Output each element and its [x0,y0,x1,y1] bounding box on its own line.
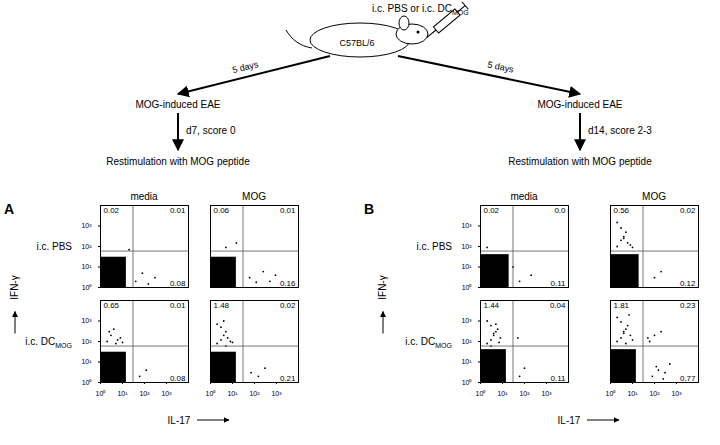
svg-text:1.48: 1.48 [214,301,230,310]
svg-text:10¹: 10¹ [461,263,472,270]
svg-text:10¹: 10¹ [81,358,92,365]
svg-text:d14, score 2-3: d14, score 2-3 [588,125,652,136]
svg-text:10³: 10³ [81,317,92,324]
svg-text:10²: 10² [81,338,92,345]
svg-text:IFN-γ: IFN-γ [377,275,388,299]
svg-text:IL-17: IL-17 [558,415,581,426]
svg-text:10⁰: 10⁰ [82,379,93,386]
svg-text:MOG: MOG [242,191,266,202]
svg-text:MOG-induced EAE: MOG-induced EAE [135,99,220,110]
svg-text:Restimulation with MOG peptide: Restimulation with MOG peptide [508,156,652,167]
svg-text:0.11: 0.11 [551,279,567,288]
svg-text:10⁰: 10⁰ [476,390,487,397]
svg-text:A: A [4,201,14,217]
svg-text:0.02: 0.02 [104,206,120,215]
svg-text:1.44: 1.44 [484,301,500,310]
svg-text:10²: 10² [461,243,472,250]
svg-text:10⁰: 10⁰ [606,390,617,397]
svg-text:0.77: 0.77 [680,374,696,383]
svg-text:0.08: 0.08 [170,374,186,383]
svg-text:10²: 10² [461,338,472,345]
svg-text:IL-17: IL-17 [168,415,191,426]
svg-text:10³: 10³ [81,222,92,229]
svg-text:media: media [510,191,538,202]
svg-text:10¹: 10¹ [461,358,472,365]
svg-text:d7, score 0: d7, score 0 [186,125,236,136]
svg-text:5 days: 5 days [487,59,516,74]
svg-text:MOG-induced EAE: MOG-induced EAE [537,99,622,110]
svg-text:10²: 10² [649,390,660,397]
svg-text:10²: 10² [249,390,260,397]
svg-text:10⁰: 10⁰ [96,390,107,397]
svg-text:0.0: 0.0 [554,206,566,215]
svg-text:10³: 10³ [671,390,682,397]
svg-text:0.01: 0.01 [170,206,186,215]
svg-text:0.06: 0.06 [214,206,230,215]
svg-text:0.02: 0.02 [484,206,500,215]
svg-text:0.04: 0.04 [550,301,566,310]
svg-text:0.02: 0.02 [680,206,696,215]
svg-text:10⁰: 10⁰ [82,284,93,291]
svg-text:i.c. DCMOG: i.c. DCMOG [405,336,452,349]
svg-text:10²: 10² [139,390,150,397]
svg-text:10²: 10² [81,243,92,250]
svg-text:10¹: 10¹ [227,390,238,397]
svg-text:10¹: 10¹ [497,390,508,397]
svg-text:0.65: 0.65 [104,301,120,310]
svg-text:0.12: 0.12 [680,279,696,288]
svg-text:i.c. PBS: i.c. PBS [36,241,72,252]
svg-text:0.11: 0.11 [551,374,567,383]
svg-text:5 days: 5 days [231,59,260,75]
svg-text:0.08: 0.08 [170,279,186,288]
svg-text:MOG: MOG [642,191,666,202]
svg-text:B: B [364,201,374,217]
svg-text:10⁰: 10⁰ [462,284,473,291]
svg-text:10¹: 10¹ [117,390,128,397]
svg-text:10³: 10³ [461,222,472,229]
svg-text:Restimulation with MOG peptide: Restimulation with MOG peptide [106,156,250,167]
svg-text:1.81: 1.81 [614,301,630,310]
svg-text:0.21: 0.21 [280,374,296,383]
svg-text:10¹: 10¹ [81,263,92,270]
svg-text:10³: 10³ [541,390,552,397]
svg-text:10⁰: 10⁰ [206,390,217,397]
svg-text:i.c. DCMOG: i.c. DCMOG [25,336,72,349]
svg-text:0.23: 0.23 [680,301,696,310]
svg-text:0.01: 0.01 [170,301,186,310]
svg-text:i.c. PBS or i.c. DCMOG: i.c. PBS or i.c. DCMOG [372,3,469,16]
svg-text:IFN-γ: IFN-γ [9,275,20,299]
svg-text:10¹: 10¹ [627,390,638,397]
svg-text:0.56: 0.56 [614,206,630,215]
svg-text:10³: 10³ [271,390,282,397]
svg-text:10⁰: 10⁰ [462,379,473,386]
svg-text:C57BL/6: C57BL/6 [339,38,374,48]
svg-text:media: media [130,191,158,202]
svg-text:i.c. PBS: i.c. PBS [416,241,452,252]
svg-text:10³: 10³ [161,390,172,397]
svg-text:0.02: 0.02 [280,301,296,310]
svg-text:10³: 10³ [461,317,472,324]
svg-text:0.16: 0.16 [280,279,296,288]
svg-text:10²: 10² [519,390,530,397]
svg-text:0.01: 0.01 [280,206,296,215]
